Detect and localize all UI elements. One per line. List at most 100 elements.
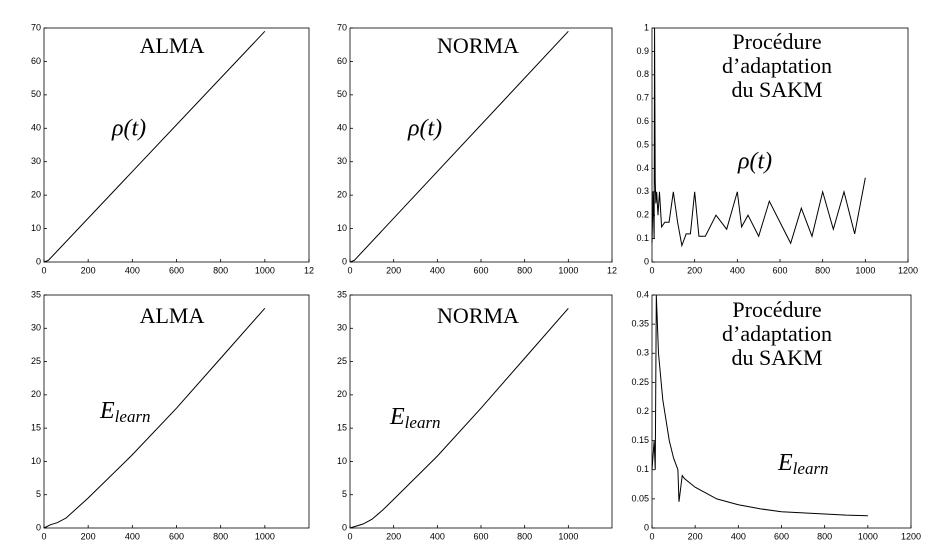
x-tick-label: 800	[815, 265, 830, 275]
y-tick-label: 25	[337, 356, 347, 366]
panel-title: NORMA	[437, 303, 519, 328]
x-tick-label: 800	[517, 531, 532, 541]
annotation-main: E	[389, 404, 405, 430]
y-tick-label: 15	[337, 423, 347, 433]
y-tick-label: 0.2	[636, 210, 649, 220]
annotation: Elearn	[777, 450, 829, 478]
x-tick-label: 400	[430, 531, 445, 541]
y-tick-label: 0.35	[631, 319, 649, 329]
annotation: ρ(t)	[737, 149, 772, 175]
y-tick-label: 0.9	[636, 46, 649, 56]
y-tick-label: 10	[337, 223, 347, 233]
y-tick-label: 70	[337, 22, 347, 32]
x-tick-label: 1200	[898, 265, 918, 275]
y-tick-label: 0.1	[636, 233, 649, 243]
x-tick-label: 0	[347, 265, 352, 275]
y-tick-label: 40	[31, 123, 41, 133]
annotation-main: E	[777, 450, 793, 476]
y-tick-label: 40	[337, 123, 347, 133]
y-tick-label: 10	[31, 223, 41, 233]
title-clip	[707, 98, 847, 108]
y-tick-label: 70	[31, 22, 41, 32]
y-tick-label: 30	[31, 156, 41, 166]
y-tick-label: 20	[337, 389, 347, 399]
panel-title: du SAKM	[731, 77, 822, 102]
data-line	[43, 30, 266, 263]
annotation-sub: learn	[405, 413, 441, 432]
x-tick-label: 400	[731, 531, 746, 541]
plot-frame	[651, 294, 912, 529]
annotation-sub: learn	[115, 407, 151, 426]
y-tick-label: 0.3	[636, 348, 649, 358]
data-line	[43, 307, 266, 529]
annotation-sub: learn	[793, 459, 829, 478]
y-tick-label: 35	[337, 289, 347, 299]
panel-title: du SAKM	[731, 345, 822, 370]
x-tick-label: 1000	[558, 265, 578, 275]
y-tick-label: 0.8	[636, 69, 649, 79]
y-tick-label: 25	[31, 356, 41, 366]
y-tick-label: 10	[337, 456, 347, 466]
x-tick-label: 12	[304, 265, 314, 275]
x-tick-label: 800	[213, 265, 228, 275]
x-tick-label: 0	[649, 531, 654, 541]
x-tick-label: 400	[125, 265, 140, 275]
x-tick-label: 600	[169, 531, 184, 541]
data-line	[349, 30, 569, 263]
x-tick-label: 800	[213, 531, 228, 541]
panel-title: Procédure	[732, 29, 821, 54]
y-tick-label: 5	[342, 489, 347, 499]
y-tick-label: 0.15	[631, 435, 649, 445]
y-tick-label: 5	[36, 489, 41, 499]
data-line	[651, 27, 866, 248]
x-tick-label: 400	[430, 265, 445, 275]
x-tick-label: 0	[347, 531, 352, 541]
y-tick-label: 0.4	[636, 289, 649, 299]
data-line	[651, 294, 868, 517]
y-tick-label: 0.2	[636, 406, 649, 416]
x-tick-label: 600	[774, 531, 789, 541]
plot-frame	[43, 294, 310, 529]
x-tick-label: 800	[817, 531, 832, 541]
y-tick-label: 20	[31, 389, 41, 399]
y-tick-label: 0.25	[631, 377, 649, 387]
y-tick-label: 0.5	[636, 139, 649, 149]
x-tick-label: 600	[772, 265, 787, 275]
annotation-main: E	[99, 398, 115, 424]
y-tick-label: 0.7	[636, 93, 649, 103]
y-tick-label: 0.3	[636, 186, 649, 196]
y-tick-label: 0	[36, 522, 41, 532]
x-tick-label: 200	[386, 265, 401, 275]
y-tick-label: 0	[342, 522, 347, 532]
x-tick-label: 200	[81, 265, 96, 275]
x-tick-label: 600	[473, 531, 488, 541]
panel-title: ALMA	[140, 33, 205, 58]
y-tick-label: 30	[31, 323, 41, 333]
y-tick-label: 0.1	[636, 464, 649, 474]
y-tick-label: 50	[31, 89, 41, 99]
data-line	[349, 307, 569, 529]
x-tick-label: 1000	[855, 265, 875, 275]
annotation: ρ(t)	[111, 116, 146, 142]
y-tick-label: 0.05	[631, 493, 649, 503]
panel-title: d’adaptation	[722, 321, 832, 346]
x-tick-label: 200	[687, 265, 702, 275]
y-tick-label: 15	[31, 423, 41, 433]
y-tick-label: 30	[337, 156, 347, 166]
y-tick-label: 0.6	[636, 116, 649, 126]
panel-title: NORMA	[437, 33, 519, 58]
plot-frame	[349, 294, 613, 529]
title-clip	[707, 366, 847, 376]
plot-frame	[43, 27, 310, 263]
y-tick-label: 10	[31, 456, 41, 466]
x-tick-label: 0	[41, 531, 46, 541]
x-tick-label: 400	[730, 265, 745, 275]
y-tick-label: 60	[337, 56, 347, 66]
x-tick-label: 1200	[901, 531, 921, 541]
x-tick-label: 1000	[255, 265, 275, 275]
x-tick-label: 1000	[858, 531, 878, 541]
x-tick-label: 400	[125, 531, 140, 541]
x-tick-label: 800	[517, 265, 532, 275]
y-tick-label: 0	[644, 256, 649, 266]
